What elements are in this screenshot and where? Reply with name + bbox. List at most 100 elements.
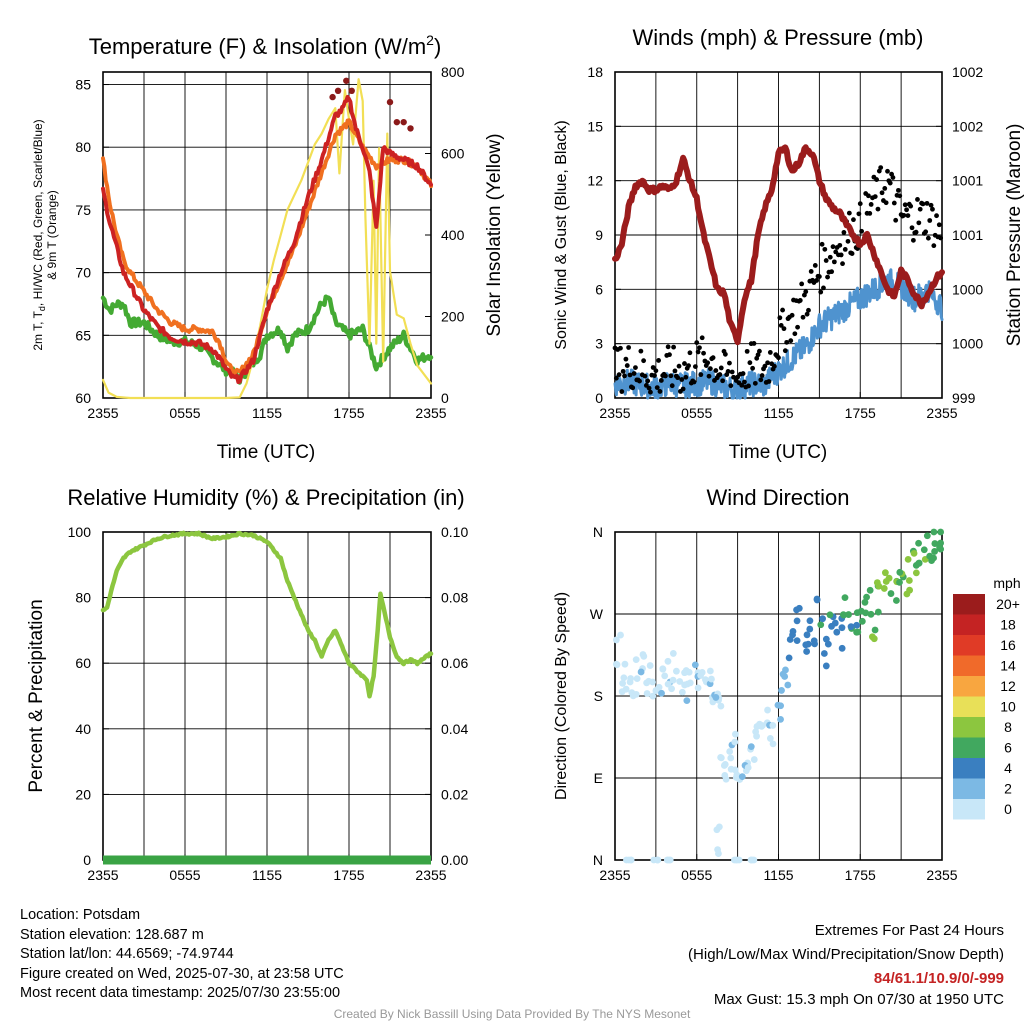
winds-ylabel-left: Sonic Wind & Gust (Blue, Black) [553,120,570,349]
gust-point [747,360,753,366]
gust-point [883,200,889,206]
elevation-text: Station elevation: 128.687 m [20,926,204,943]
wind-direction-point [612,660,620,668]
gust-point [893,217,899,223]
heat-index-point [400,118,407,126]
wind-direction-point [643,690,651,697]
wind-direction-point [782,666,789,674]
gust-point [758,377,764,383]
extremes-values: 84/61.1/10.9/0/-999 [873,970,1004,987]
y2-tick-label: 0.06 [441,655,468,671]
y2-tick-label: 0.10 [441,524,468,540]
series-dewpoint [100,294,434,385]
wind-direction-point [639,651,647,658]
gust-point [623,356,629,362]
gust-point [680,386,686,392]
gust-point [638,348,644,354]
gust-point [797,298,803,303]
wind-direction-point [637,668,645,676]
series-solar-insolation [101,78,433,400]
y-tick-label: 40 [75,721,91,737]
temperature-panel: Temperature (F) & Insolation (W/m2) 2m T… [31,32,505,463]
gust-point [909,225,915,231]
winds-xlabel: Time (UTC) [729,442,828,463]
gust-point [897,193,903,199]
gust-point [931,243,937,249]
plot-frame [102,71,432,399]
gust-point [692,364,698,369]
location-text: Location: Potsdam [20,907,141,923]
winds-title: Winds (mph) & Pressure (mb) [633,25,924,50]
temperature-xlabel: Time (UTC) [217,442,316,463]
x-tick-label: 1755 [333,867,364,883]
colorbar-swatch [953,696,985,717]
y-tick-label: 3 [595,336,603,352]
y2-tick-label: 400 [441,227,465,243]
gust-point [908,203,914,209]
wind-direction-point [874,608,882,616]
wind-direction-point [712,694,720,701]
gust-point [878,165,884,170]
gust-point [646,385,652,391]
wind-direction-point [666,856,674,864]
gust-point [626,345,632,350]
x-tick-label: 1755 [845,405,876,421]
y2-tick-label: 0 [441,390,449,406]
heat-index-point [334,87,342,95]
wind-direction-point [646,662,654,669]
wind-direction-point [766,735,774,742]
colorbar-swatch [953,594,985,615]
gust-point [627,372,633,378]
x-tick-label: 1755 [845,867,876,883]
gust-point [788,338,794,344]
wind-direction-point [896,568,904,576]
gust-point [613,375,619,381]
wind-direction-point [915,539,922,547]
wind-direction-point [750,756,758,763]
gust-point [831,259,837,265]
wind-direction-point [833,628,841,636]
y-tick-label: 60 [75,655,91,671]
y-tick-label: S [594,688,603,704]
gust-point [717,372,723,377]
wind-direction-point [806,617,814,625]
gust-point [752,380,758,386]
colorbar-label: 8 [1004,719,1012,735]
y-tick-label: 100 [68,524,92,540]
latlon-text: Station lat/lon: 44.6569; -74.9744 [20,946,234,962]
gust-point [631,371,637,376]
wind-direction-point [869,633,876,641]
wind-direction-point [706,667,714,675]
colorbar-label: 2 [1004,781,1012,797]
gust-point [650,365,656,370]
y2-tick-label: 600 [441,146,465,162]
gust-point [875,206,881,212]
gust-point [841,229,847,235]
y2-tick-label: 0.00 [441,852,468,868]
heat-index-point [348,87,355,95]
colorbar-swatch [953,635,985,656]
wind-direction-point [617,631,624,639]
gust-point [772,363,777,369]
wind-direction-point [822,662,830,670]
gust-point [915,197,920,202]
gust-point [619,389,625,394]
gust-point [668,373,674,379]
gust-point [667,352,672,358]
y-tick-label: 12 [587,173,603,189]
heat-index-point [407,125,414,132]
credit-text: Created By Nick Bassill Using Data Provi… [333,1007,691,1021]
wind-direction-point [769,740,777,748]
gust-point [710,355,716,361]
gust-point [698,372,704,378]
gust-point [867,210,873,216]
gust-point [913,229,919,235]
wind-direction-point [854,628,862,636]
gust-point [840,261,845,267]
gust-point [934,213,939,219]
x-tick-label: 2355 [87,405,118,421]
wind-direction-point [838,624,846,632]
gust-point [778,323,784,328]
wind-direction-point [698,669,706,676]
x-tick-label: 2355 [415,867,446,883]
